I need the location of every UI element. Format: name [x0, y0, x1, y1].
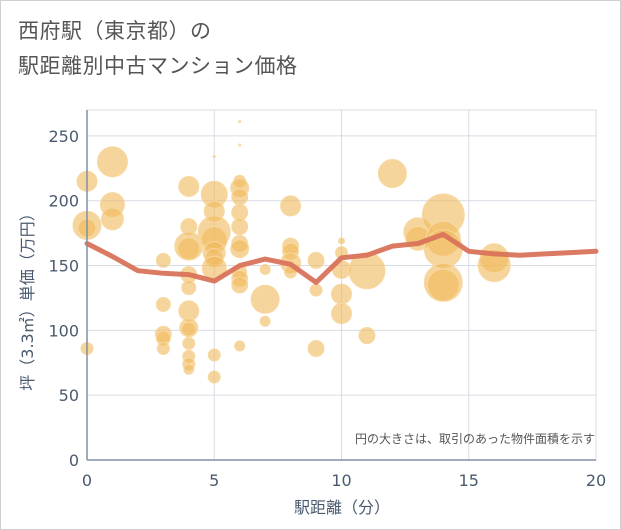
bubble	[182, 336, 196, 350]
bubble	[207, 370, 221, 384]
bubble	[338, 237, 345, 245]
bubbles-layer	[72, 120, 511, 384]
bubble	[477, 249, 511, 283]
chart-title: 西府駅（東京都）の 駅距離別中古マンション価格	[18, 14, 298, 84]
average-price-line	[84, 231, 599, 285]
bubble	[307, 251, 325, 269]
axes-layer: 0 50 100 150 200 250 0 5 10 15 20	[48, 110, 606, 490]
bubble	[280, 195, 302, 217]
bubble	[250, 284, 280, 314]
y-tick-label: 0	[69, 451, 79, 470]
x-tick-label: 20	[586, 471, 606, 490]
bubble	[238, 120, 242, 124]
title-line-2: 駅距離別中古マンション価格	[18, 54, 298, 78]
bubble	[231, 218, 249, 236]
bubble	[156, 342, 170, 356]
bubble	[331, 283, 352, 305]
bubble	[309, 283, 323, 297]
x-tick-label: 0	[82, 471, 92, 490]
bubble	[212, 155, 216, 159]
bubble	[358, 327, 376, 345]
y-tick-label: 50	[59, 386, 79, 405]
bubble	[234, 340, 246, 352]
x-tick-label: 15	[459, 471, 479, 490]
y-tick-label: 250	[48, 127, 79, 146]
bubble	[259, 263, 271, 275]
bubble	[331, 303, 352, 325]
bubble	[155, 296, 171, 312]
bubble	[307, 340, 325, 358]
bubble	[100, 207, 124, 231]
x-tick-label: 5	[209, 471, 219, 490]
bubble	[177, 237, 201, 261]
bubble	[231, 203, 249, 221]
title-line-1: 西府駅（東京都）の	[18, 19, 212, 43]
average-line-layer	[84, 231, 599, 285]
bubble	[155, 252, 171, 268]
size-annotation: 円の大きさは、取引のあった物件面積を示す	[355, 431, 595, 446]
y-tick-label: 100	[48, 321, 79, 340]
bubble	[183, 363, 195, 375]
bubble	[96, 146, 128, 178]
x-axis-title: 駅距離（分）	[294, 498, 390, 517]
x-tick-label: 10	[331, 471, 351, 490]
bubble	[231, 188, 249, 206]
bubble	[238, 143, 242, 147]
y-tick-label: 150	[48, 257, 79, 276]
bubble	[259, 315, 271, 327]
y-axis-title: 坪（3.3㎡）単価（万円）	[18, 205, 37, 390]
bubble	[231, 276, 249, 294]
y-tick-label: 200	[48, 192, 79, 211]
bubble	[207, 348, 221, 362]
bubble	[181, 321, 197, 337]
bubble	[181, 280, 197, 296]
bubble	[377, 159, 407, 189]
bubble	[178, 175, 200, 197]
bubble	[426, 268, 460, 302]
bubble	[230, 239, 250, 259]
bubble	[178, 300, 200, 322]
